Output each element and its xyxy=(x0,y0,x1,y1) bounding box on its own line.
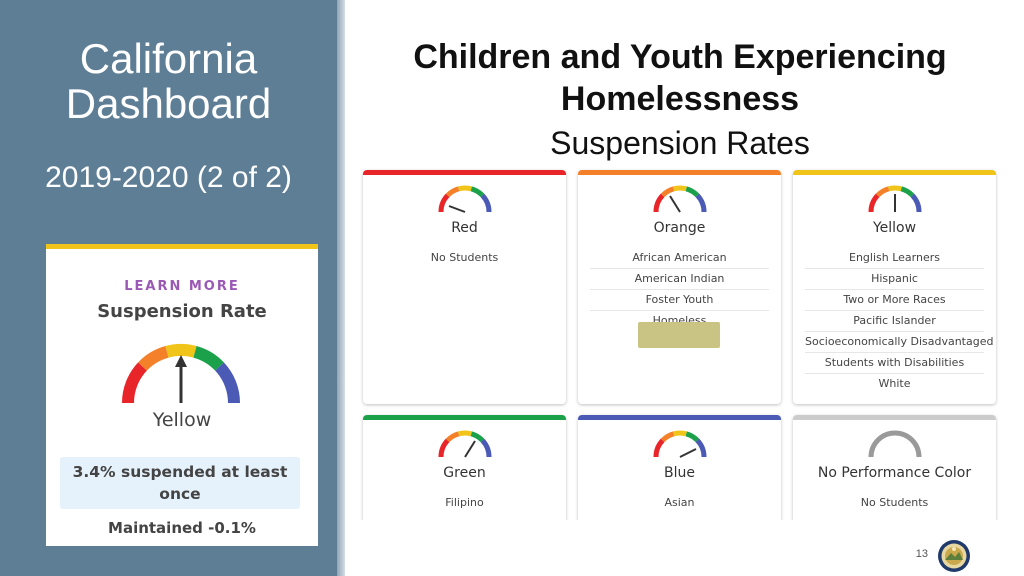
suspension-rate-card: LEARN MORE Suspension Rate Yellow 3.4% s… xyxy=(46,244,318,546)
student-group-item: Two or More Races xyxy=(805,290,984,311)
student-group-item: English Learners xyxy=(805,248,984,269)
screenshot-crop-edge xyxy=(360,520,1000,576)
state-seal-icon xyxy=(938,540,970,572)
student-group-item: Socioeconomically Disadvantaged xyxy=(805,332,993,353)
student-group-item: Foster Youth xyxy=(590,290,769,311)
gauge-yellow-icon xyxy=(868,185,922,213)
gauge-green-icon xyxy=(438,430,492,458)
student-group-list: Asian xyxy=(590,493,769,514)
student-group-item: Pacific Islander xyxy=(805,311,984,332)
student-group-list: African American American Indian Foster … xyxy=(590,248,769,332)
student-group-item: White xyxy=(878,377,911,390)
highlight-mark xyxy=(638,322,720,348)
gauge-blue-icon xyxy=(653,430,707,458)
rate-change-text: Maintained -0.1% xyxy=(108,519,256,537)
student-group-item: Students with Disabilities xyxy=(805,353,984,374)
student-group-item: No Students xyxy=(430,251,499,264)
rate-card-title: Suspension Rate xyxy=(97,301,267,322)
card-color-bar xyxy=(793,170,996,175)
performance-card-red: Red No Students xyxy=(363,170,566,404)
sidebar-edge xyxy=(337,0,345,576)
gauge-gray-icon xyxy=(868,430,922,458)
card-color-bar xyxy=(578,170,781,175)
card-label: No Performance Color xyxy=(817,465,972,481)
student-group-list: No Students xyxy=(805,493,984,514)
page-number: 13 xyxy=(915,548,928,560)
card-label: Yellow xyxy=(872,220,917,236)
card-color-bar xyxy=(363,415,566,420)
student-group-item: Hispanic xyxy=(805,269,984,290)
gauge-red-icon xyxy=(438,185,492,213)
student-group-item: Filipino xyxy=(445,496,484,509)
page-subtitle: Suspension Rates xyxy=(550,125,810,161)
card-label: Blue xyxy=(664,465,695,481)
gauge-yellow-icon xyxy=(121,343,241,403)
gauge-orange-icon xyxy=(653,185,707,213)
sidebar-title: California Dashboard xyxy=(65,35,272,127)
card-color-bar xyxy=(363,170,566,175)
student-group-item: African American xyxy=(590,248,769,269)
student-group-list: English Learners Hispanic Two or More Ra… xyxy=(805,248,993,395)
learn-more-link[interactable]: LEARN MORE xyxy=(124,279,240,294)
rate-value-box: 3.4% suspended at least once xyxy=(60,457,300,509)
student-group-list: Filipino xyxy=(375,493,554,514)
performance-card-orange: Orange African American American Indian … xyxy=(578,170,781,404)
student-group-item: American Indian xyxy=(590,269,769,290)
card-color-bar xyxy=(793,415,996,420)
page-title: Children and Youth Experiencing Homeless… xyxy=(413,38,947,118)
card-label: Orange xyxy=(653,220,706,236)
rate-card-color-label: Yellow xyxy=(152,409,212,431)
performance-card-yellow: Yellow English Learners Hispanic Two or … xyxy=(793,170,996,404)
sidebar-subtitle: 2019-2020 (2 of 2) xyxy=(45,161,292,194)
student-group-item: No Students xyxy=(860,496,929,509)
student-group-item: Asian xyxy=(664,496,695,509)
card-label: Red xyxy=(451,220,478,236)
card-color-bar xyxy=(578,415,781,420)
student-group-list: No Students xyxy=(375,248,554,269)
card-label: Green xyxy=(443,465,486,481)
